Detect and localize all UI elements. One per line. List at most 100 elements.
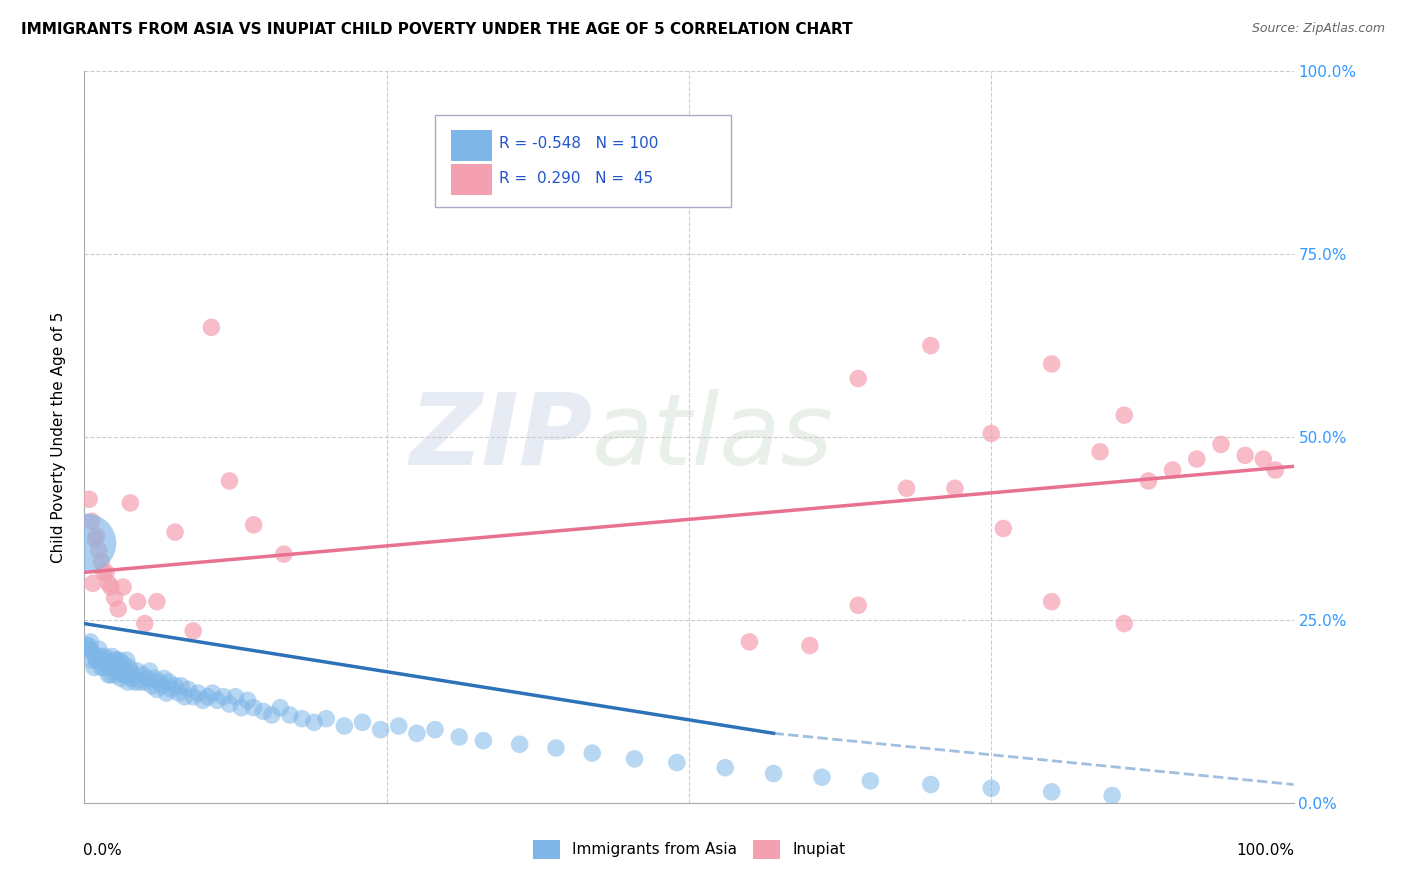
Point [225,690,247,704]
Point [846,599,869,613]
Point [160,682,183,697]
Point [170,679,193,693]
Point [127,664,149,678]
Point [846,371,869,385]
Point [177,682,200,697]
FancyBboxPatch shape [451,164,492,195]
Point [90,660,112,674]
Point [388,719,411,733]
Point [1040,357,1063,371]
Text: IMMIGRANTS FROM ASIA VS INUPIAT CHILD POVERTY UNDER THE AGE OF 5 CORRELATION CHA: IMMIGRANTS FROM ASIA VS INUPIAT CHILD PO… [21,22,852,37]
Point [236,693,259,707]
FancyBboxPatch shape [434,115,731,207]
Text: 100.0%: 100.0% [1237,843,1295,858]
Point [252,705,274,719]
Point [352,715,374,730]
Point [762,766,785,780]
Point [859,773,882,788]
Point [406,726,429,740]
Point [100,667,122,681]
Point [1088,444,1111,458]
Point [200,320,222,334]
Point [811,770,834,784]
Point [315,712,337,726]
Point [980,426,1002,441]
Point [153,672,176,686]
Point [82,646,104,660]
Point [165,525,187,540]
Point [269,700,291,714]
Point [165,679,187,693]
Point [112,667,135,681]
Point [150,679,173,693]
Point [77,492,100,507]
Point [738,635,761,649]
Point [920,778,942,792]
Point [207,693,229,707]
Point [115,653,138,667]
Point [212,690,235,704]
Point [80,653,103,667]
Point [943,481,966,495]
Point [87,543,110,558]
Text: Source: ZipAtlas.com: Source: ZipAtlas.com [1251,22,1385,36]
Text: 0.0%: 0.0% [83,843,122,858]
Point [260,708,283,723]
Point [181,624,204,638]
Point [127,594,149,608]
Text: ZIP: ZIP [409,389,592,485]
Point [84,649,107,664]
Point [896,481,918,495]
Point [84,533,107,547]
Point [86,653,108,667]
Point [1234,448,1257,462]
Point [104,667,127,681]
Point [129,675,152,690]
Point [291,712,314,726]
Point [333,719,356,733]
Point [218,474,240,488]
Point [86,529,108,543]
Point [509,737,531,751]
Point [90,554,112,568]
Point [104,591,127,605]
Point [91,653,114,667]
Point [134,616,156,631]
Point [77,639,100,653]
Point [76,536,98,550]
Point [105,653,128,667]
Point [623,752,645,766]
Point [665,756,688,770]
Point [148,675,170,690]
Point [273,547,295,561]
Point [181,690,204,704]
Point [94,566,117,580]
Point [89,649,111,664]
Point [120,664,142,678]
Point [423,723,446,737]
Text: R =  0.290   N =  45: R = 0.290 N = 45 [499,170,654,186]
Point [1114,408,1136,422]
Point [97,576,120,591]
Point [472,733,495,747]
Point [103,660,125,674]
Point [1114,616,1136,631]
Point [110,672,132,686]
Point [120,496,142,510]
Point [242,517,264,532]
Point [111,660,134,674]
Point [121,672,143,686]
Point [201,686,224,700]
Point [1209,437,1232,451]
Point [96,657,118,671]
Point [80,514,103,528]
Point [114,667,136,681]
Point [134,675,156,690]
Point [77,642,100,657]
FancyBboxPatch shape [451,130,492,161]
Point [218,697,240,711]
Point [1264,463,1286,477]
Point [131,667,153,681]
Point [370,723,392,737]
Point [449,730,471,744]
